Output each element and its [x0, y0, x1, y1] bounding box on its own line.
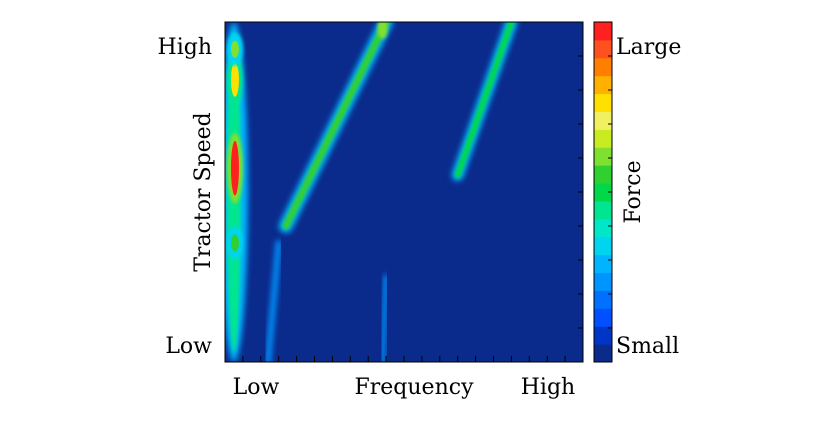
y-axis-label: Tractor Speed [191, 112, 216, 272]
colorbar-swatch [594, 183, 612, 202]
band-hotspot [230, 141, 239, 196]
heatmap-background [225, 22, 583, 362]
colorbar-swatch [594, 93, 612, 112]
colorbar-label-small: Small [616, 334, 679, 359]
colorbar-title: Force [621, 160, 646, 223]
colorbar-frame [593, 21, 613, 363]
y-tick-label-high: High [158, 35, 212, 60]
y-axis-ticks [578, 21, 583, 363]
x-axis-label: Frequency [355, 375, 475, 400]
colorbar-swatch [594, 200, 612, 220]
upper-right-ridge [454, 22, 515, 178]
colorbar-swatch [594, 111, 612, 130]
x-tick-label-low: Low [233, 375, 280, 400]
colorbar-swatch [594, 236, 612, 256]
faint-streak [264, 240, 282, 362]
heatmap-plot [224, 21, 584, 363]
diagonal-ridge [282, 22, 390, 230]
x-tick-label-high: High [521, 375, 575, 400]
colorbar-swatch [594, 326, 612, 345]
colorbar-swatch [594, 147, 612, 166]
band-hotspot [230, 234, 239, 252]
x-axis-ticks [224, 356, 584, 362]
colorbar-swatch [594, 254, 612, 274]
colorbar-swatch [594, 57, 612, 77]
colorbar-swatch [594, 344, 612, 363]
colorbar-swatch [594, 75, 612, 95]
y-tick-label-low: Low [165, 334, 212, 359]
colorbar [594, 22, 612, 363]
colorbar-swatch [594, 308, 612, 327]
colorbar-label-large: Large [616, 35, 681, 60]
colorbar-swatch [594, 165, 612, 184]
colorbar-swatch [594, 290, 612, 309]
colorbar-swatch [594, 129, 612, 148]
ridge-tip [377, 22, 388, 39]
colorbar-swatch [594, 272, 612, 291]
band-hotspot [230, 40, 239, 58]
band-hotspot [230, 62, 239, 97]
colorbar-swatch [594, 39, 612, 59]
colorbar-swatch [594, 218, 612, 238]
faint-streak [380, 274, 389, 362]
colorbar-swatch [594, 22, 612, 41]
heatmap-features [225, 22, 518, 362]
